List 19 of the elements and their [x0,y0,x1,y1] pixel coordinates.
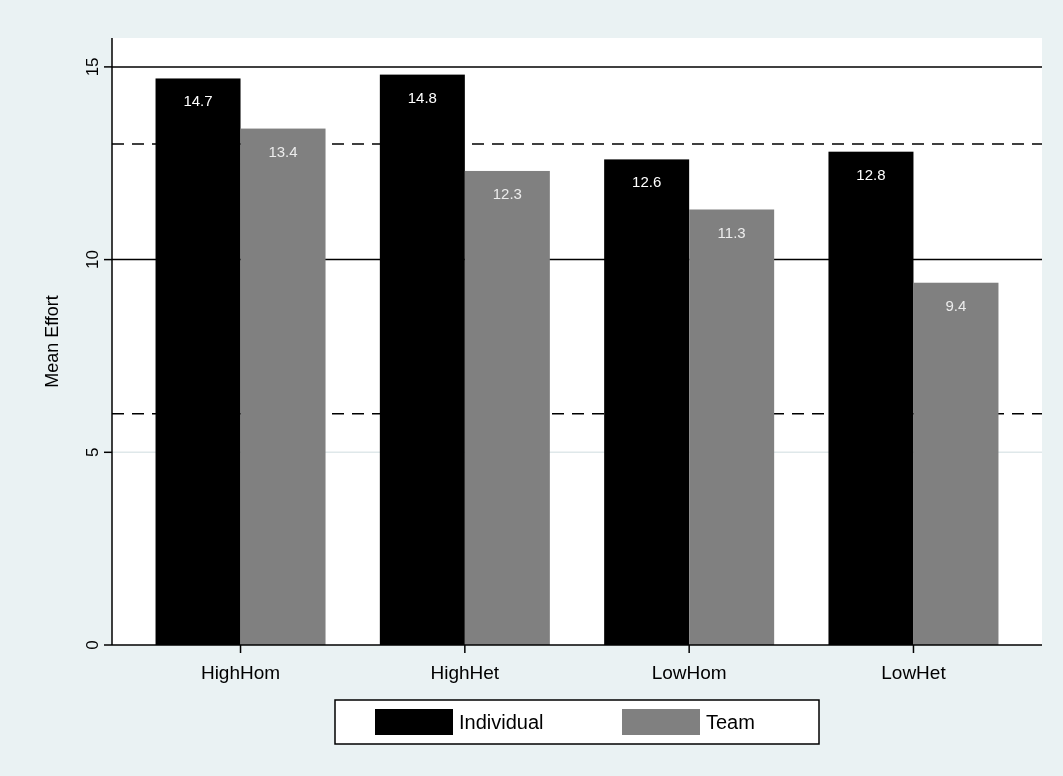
x-tick-label: LowHet [881,662,947,683]
legend-label: Team [706,711,755,733]
data-label: 12.6 [632,173,662,191]
x-tick-label: LowHom [651,662,727,683]
data-label: 12.8 [856,165,886,183]
y-axis-title: Mean Effort [42,295,62,388]
data-label: 14.8 [407,88,437,106]
y-tick-label: 0 [83,640,102,650]
y-tick-label: 15 [83,57,102,77]
x-tick-label: HighHom [200,662,281,683]
data-label: 12.3 [492,184,522,202]
y-tick-label: 10 [83,250,102,270]
y-tick-label: 5 [83,447,102,458]
data-label: 11.3 [717,223,746,241]
data-label: 13.4 [268,142,298,160]
legend-label: Individual [459,711,544,733]
data-label: 14.7 [183,92,213,110]
x-tick-label: HighHet [430,662,500,683]
data-label: 9.4 [945,296,967,314]
